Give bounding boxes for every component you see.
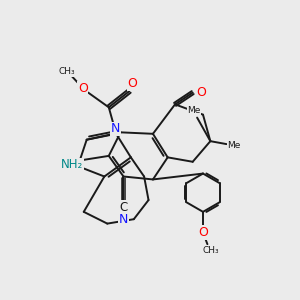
Text: NH₂: NH₂ (61, 158, 83, 171)
Text: C: C (119, 201, 128, 214)
Text: CH₃: CH₃ (59, 68, 75, 76)
Text: O: O (128, 77, 137, 90)
Text: S: S (74, 161, 82, 174)
Text: N: N (111, 122, 120, 135)
Text: O: O (78, 82, 88, 95)
Text: Me: Me (227, 141, 241, 150)
Text: CH₃: CH₃ (202, 246, 219, 255)
Text: N: N (119, 213, 128, 226)
Text: O: O (196, 86, 206, 99)
Text: O: O (198, 226, 208, 239)
Text: Me: Me (188, 106, 201, 115)
